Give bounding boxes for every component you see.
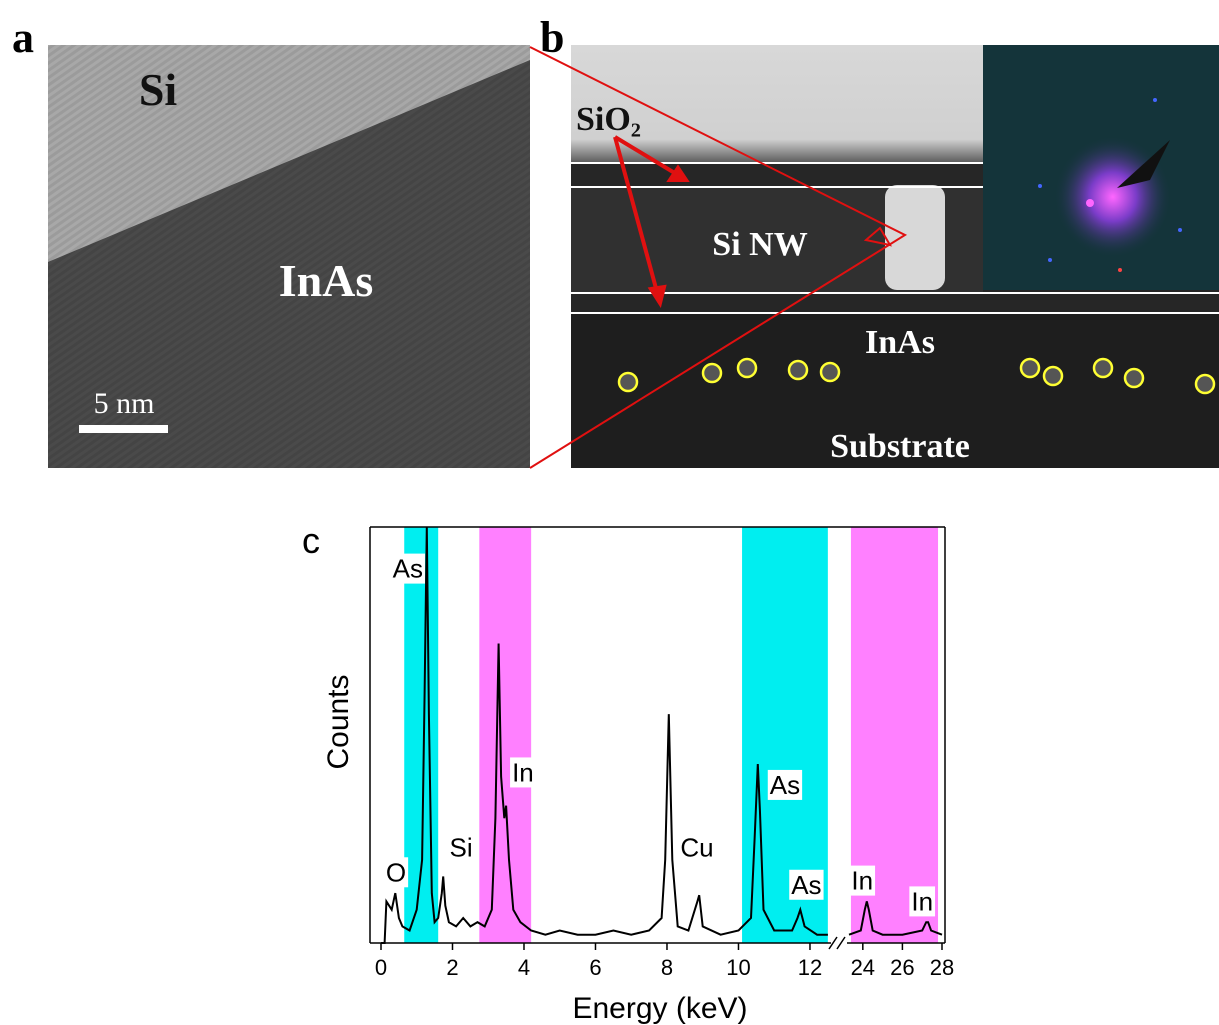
figure: a Si InAs 5 nm b SiO₂ Si NW InAs Substra… bbox=[0, 0, 1219, 1025]
region-label: Si NW bbox=[712, 226, 807, 263]
x-tick-label: 6 bbox=[589, 955, 601, 980]
x-tick-label: 0 bbox=[375, 955, 387, 980]
x-tick-label: 28 bbox=[930, 955, 954, 980]
region-label: Substrate bbox=[830, 428, 970, 465]
region-label: InAs bbox=[865, 324, 935, 361]
panel-a: a Si InAs 5 nm bbox=[12, 13, 530, 468]
energy-band bbox=[404, 527, 438, 943]
peak-label: Si bbox=[450, 832, 473, 862]
region-label: InAs bbox=[279, 255, 374, 306]
panel-b: b SiO₂ Si NW InAs Substrate bbox=[530, 13, 1219, 468]
peak-label: As bbox=[770, 770, 800, 800]
diffraction-glow bbox=[983, 45, 1219, 290]
peak-label: As bbox=[393, 554, 423, 584]
peak-label: In bbox=[512, 757, 534, 787]
x-tick-label: 4 bbox=[518, 955, 530, 980]
x-tick-label: 8 bbox=[661, 955, 673, 980]
energy-band bbox=[479, 527, 531, 943]
x-tick-label: 10 bbox=[726, 955, 750, 980]
x-tick-label: 12 bbox=[798, 955, 822, 980]
peak-label: In bbox=[911, 886, 933, 916]
peak-label: Cu bbox=[680, 832, 713, 862]
peak-label: O bbox=[386, 857, 406, 887]
x-tick-label: 2 bbox=[446, 955, 458, 980]
axis-break bbox=[829, 937, 845, 949]
region-label: Si bbox=[139, 64, 178, 115]
panel-letter: c bbox=[302, 520, 320, 561]
peak-label: As bbox=[791, 870, 821, 900]
contact bbox=[885, 185, 945, 290]
peak-label: In bbox=[851, 866, 873, 896]
x-tick-label: 24 bbox=[851, 955, 875, 980]
y-axis-label: Counts bbox=[322, 674, 355, 769]
x-tick-label: 26 bbox=[890, 955, 914, 980]
panel-letter: b bbox=[540, 13, 564, 62]
region-label: SiO₂ bbox=[576, 101, 641, 138]
x-axis-label: Energy (keV) bbox=[572, 992, 747, 1025]
scale-bar-label: 5 nm bbox=[94, 387, 155, 420]
scale-bar bbox=[79, 425, 168, 433]
panel-letter: a bbox=[12, 13, 34, 62]
